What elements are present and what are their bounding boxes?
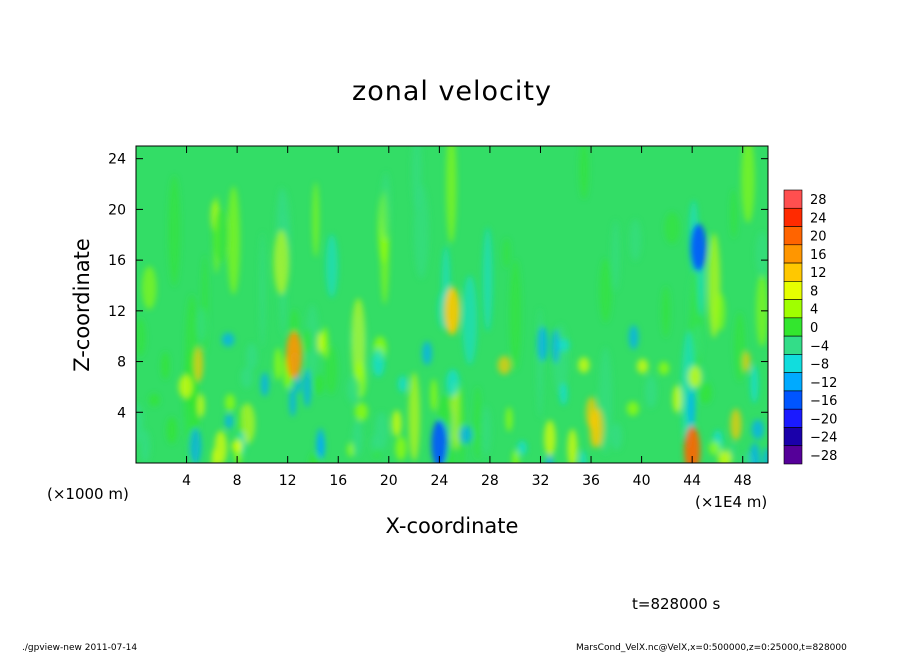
colorbar-label: −28 — [810, 449, 837, 464]
x-tick-label: 4 — [182, 473, 191, 489]
colorbar-swatch — [783, 189, 803, 209]
x-tick-label: 8 — [233, 473, 242, 489]
colorbar-label: 12 — [810, 266, 827, 281]
colorbar-swatch — [783, 372, 803, 392]
y-tick-label: 4 — [117, 405, 126, 421]
colorbar-label: 16 — [810, 248, 827, 263]
y-axis-label: Z-coordinate — [70, 238, 94, 372]
colorbar-label: −16 — [810, 394, 837, 409]
y-tick-label: 12 — [108, 304, 126, 320]
y-tick-label: 8 — [117, 355, 126, 371]
x-tick-label: 36 — [582, 473, 600, 489]
colorbar-swatch — [783, 299, 803, 319]
x-tick-label: 48 — [734, 473, 752, 489]
y-tick-label: 20 — [108, 202, 126, 218]
heatmap-plot-area — [135, 145, 769, 464]
colorbar-swatch — [783, 226, 803, 246]
heatmap-feature-2 — [684, 426, 701, 463]
colorbar-label: 4 — [810, 303, 818, 318]
footer-data-source: MarsCond_VelX.nc@VelX,x=0:500000,z=0:250… — [576, 643, 847, 653]
x-tick-label: 12 — [279, 473, 297, 489]
colorbar-label: 8 — [810, 284, 818, 299]
colorbar-swatch — [783, 408, 803, 428]
colorbar-swatch — [783, 317, 803, 337]
colorbar-swatch — [783, 244, 803, 264]
heatmap-feature-1 — [690, 223, 707, 272]
colorbar-swatch — [783, 390, 803, 410]
colorbar-label: −4 — [810, 339, 829, 354]
colorbar-label: 0 — [810, 321, 818, 336]
x-tick-label: 24 — [430, 473, 448, 489]
colorbar-swatch — [783, 335, 803, 355]
heatmap-feature-4 — [431, 419, 448, 463]
x-tick-label: 16 — [329, 473, 347, 489]
colorbar-label: 20 — [810, 230, 827, 245]
x-tick-label: 28 — [481, 473, 499, 489]
chart-title: zonal velocity — [352, 76, 552, 107]
colorbar-swatch — [783, 427, 803, 447]
colorbar-swatch — [783, 262, 803, 282]
y-axis: 4 8 12 16 20 24 — [108, 152, 768, 421]
colorbar-label: −12 — [810, 376, 837, 391]
heatmap-feature-0 — [444, 286, 460, 335]
time-label: t=828000 s — [632, 595, 721, 613]
x-axis-label: X-coordinate — [385, 514, 519, 538]
colorbar-swatch — [783, 445, 803, 465]
colorbar-swatch — [783, 207, 803, 227]
footer-program-date: ./gpview-new 2011-07-14 — [22, 643, 138, 653]
x-tick-label: 20 — [380, 473, 398, 489]
x-axis-unit: (×1E4 m) — [695, 493, 768, 511]
x-tick-label: 32 — [532, 473, 550, 489]
colorbar-label: 28 — [810, 193, 827, 208]
colorbar-label: −24 — [810, 431, 837, 446]
heatmap-feature-3 — [286, 331, 302, 380]
colorbar-label: −8 — [810, 358, 829, 373]
colorbar-swatch — [783, 281, 803, 300]
x-axis: 4 8 12 16 20 24 28 32 36 40 44 48 — [182, 146, 752, 489]
colorbar-label: 24 — [810, 211, 827, 226]
colorbar-swatch — [783, 354, 803, 373]
y-tick-label: 16 — [108, 253, 126, 269]
plot-frame — [135, 145, 769, 464]
x-tick-label: 44 — [683, 473, 701, 489]
y-axis-unit: (×1000 m) — [47, 485, 129, 503]
colorbar: 28 24 20 16 12 8 4 0 −4 −8 −12 −16 −20 −24 −28 — [783, 189, 837, 465]
x-tick-label: 40 — [633, 473, 651, 489]
y-tick-label: 24 — [108, 152, 126, 168]
colorbar-label: −20 — [810, 412, 837, 427]
